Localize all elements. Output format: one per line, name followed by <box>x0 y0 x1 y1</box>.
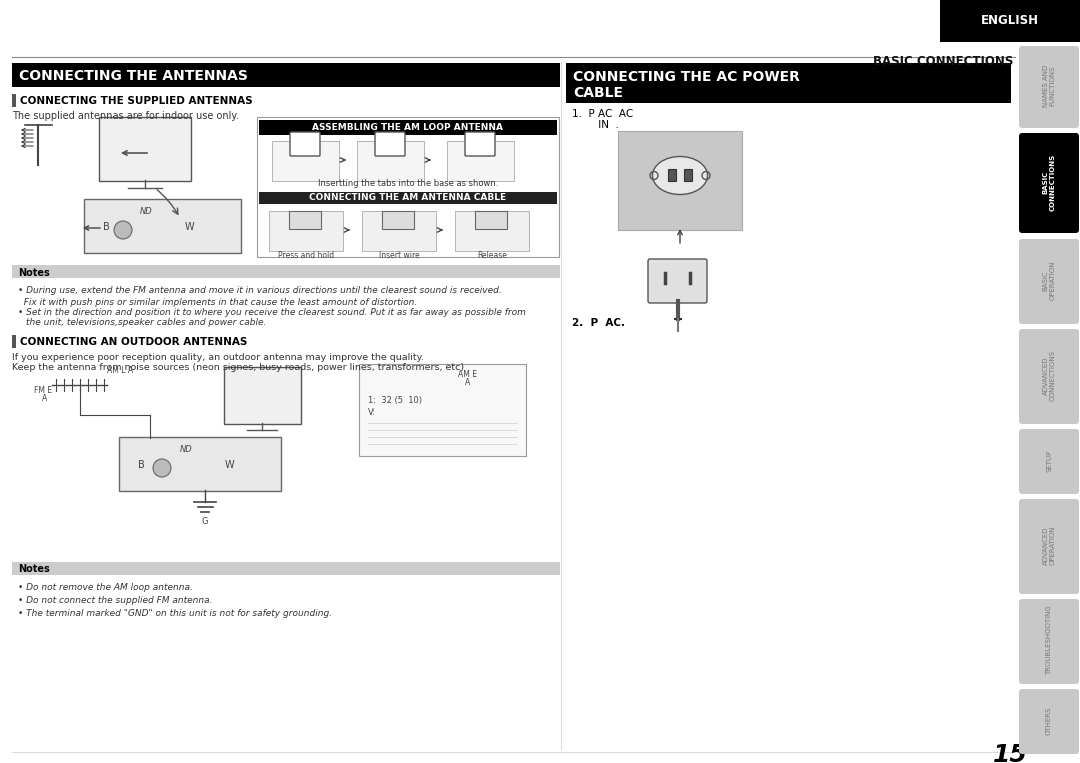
Text: W: W <box>225 460 234 470</box>
Text: 15: 15 <box>993 743 1027 763</box>
Text: CONNECTING THE AM ANTENNA CABLE: CONNECTING THE AM ANTENNA CABLE <box>310 194 507 202</box>
Text: B: B <box>138 460 145 470</box>
Text: CONNECTING AN OUTDOOR ANTENNAS: CONNECTING AN OUTDOOR ANTENNAS <box>21 337 247 347</box>
Text: CONNECTING THE SUPPLIED ANTENNAS: CONNECTING THE SUPPLIED ANTENNAS <box>21 96 253 106</box>
FancyBboxPatch shape <box>475 211 507 229</box>
Text: • During use, extend the FM antenna and move it in various directions until the : • During use, extend the FM antenna and … <box>18 286 502 295</box>
Text: Release: Release <box>477 252 507 260</box>
Bar <box>940 0 1080 42</box>
Text: ENGLISH: ENGLISH <box>981 14 1039 27</box>
Text: Press and hold: Press and hold <box>278 252 334 260</box>
FancyBboxPatch shape <box>618 131 742 230</box>
Text: ADVANCED
CONNECTIONS: ADVANCED CONNECTIONS <box>1042 350 1055 401</box>
FancyBboxPatch shape <box>375 132 405 156</box>
Text: the unit, televisions,speaker cables and power cable.: the unit, televisions,speaker cables and… <box>26 318 267 327</box>
Text: • Do not connect the supplied FM antenna.: • Do not connect the supplied FM antenna… <box>18 596 213 605</box>
Text: 2.  P  AC.: 2. P AC. <box>572 318 625 328</box>
Text: A: A <box>464 378 470 387</box>
Ellipse shape <box>652 156 707 195</box>
Text: Insert wire: Insert wire <box>379 252 419 260</box>
FancyBboxPatch shape <box>362 211 436 251</box>
Text: W: W <box>185 222 194 232</box>
Text: CONNECTING THE AC POWER
CABLE: CONNECTING THE AC POWER CABLE <box>573 70 800 100</box>
Text: BASIC
CONNECTIONS: BASIC CONNECTIONS <box>1042 153 1055 211</box>
FancyBboxPatch shape <box>359 364 526 456</box>
Bar <box>566 63 1011 103</box>
FancyBboxPatch shape <box>224 367 301 424</box>
FancyBboxPatch shape <box>1020 329 1079 424</box>
Text: BASIC
OPERATION: BASIC OPERATION <box>1042 261 1055 301</box>
Text: The supplied antennas are for indoor use only.: The supplied antennas are for indoor use… <box>12 111 239 121</box>
FancyBboxPatch shape <box>272 141 339 181</box>
Text: Notes: Notes <box>18 268 50 278</box>
Bar <box>12 63 561 87</box>
FancyBboxPatch shape <box>257 117 559 257</box>
Text: • Set in the direction and position it to where you receive the clearest sound. : • Set in the direction and position it t… <box>18 308 526 317</box>
Text: TROUBLESHOOTING: TROUBLESHOOTING <box>1047 606 1052 675</box>
FancyBboxPatch shape <box>289 211 321 229</box>
FancyBboxPatch shape <box>357 141 424 181</box>
Bar <box>684 169 692 181</box>
Text: OTHERS: OTHERS <box>1047 707 1052 735</box>
Text: A: A <box>42 394 48 403</box>
FancyBboxPatch shape <box>648 259 707 303</box>
FancyBboxPatch shape <box>1020 689 1079 754</box>
Bar <box>669 169 676 181</box>
FancyBboxPatch shape <box>1020 499 1079 594</box>
Bar <box>259 120 557 135</box>
Bar <box>12 94 16 107</box>
FancyBboxPatch shape <box>119 437 281 491</box>
FancyBboxPatch shape <box>1020 46 1079 128</box>
Text: If you experience poor reception quality, an outdoor antenna may improve the qua: If you experience poor reception quality… <box>12 353 423 362</box>
FancyBboxPatch shape <box>1020 429 1079 494</box>
Text: ND: ND <box>180 445 192 454</box>
FancyBboxPatch shape <box>465 132 495 156</box>
Text: 1.  P AC  AC: 1. P AC AC <box>572 109 633 119</box>
Text: 1:  32 (5  10): 1: 32 (5 10) <box>368 396 422 405</box>
Text: NAMES AND
FUNCTIONS: NAMES AND FUNCTIONS <box>1042 65 1055 107</box>
Text: V:: V: <box>368 408 376 417</box>
Bar <box>12 335 16 348</box>
Text: Notes: Notes <box>18 565 50 575</box>
FancyBboxPatch shape <box>1020 239 1079 324</box>
Bar <box>259 192 557 204</box>
Text: ADVANCED
OPERATION: ADVANCED OPERATION <box>1042 526 1055 565</box>
Text: IN  .: IN . <box>582 120 619 130</box>
Text: FM E: FM E <box>33 386 52 395</box>
Text: AM E: AM E <box>458 370 477 379</box>
FancyBboxPatch shape <box>382 211 414 229</box>
Text: Insertting the tabs into the base as shown.: Insertting the tabs into the base as sho… <box>318 179 498 188</box>
Text: CONNECTING THE ANTENNAS: CONNECTING THE ANTENNAS <box>19 69 248 83</box>
Text: AM L A: AM L A <box>107 366 133 375</box>
Text: SETUP: SETUP <box>1047 449 1052 472</box>
Bar <box>12 265 561 278</box>
FancyBboxPatch shape <box>455 211 529 251</box>
Text: BASIC CONNECTIONS: BASIC CONNECTIONS <box>873 55 1013 68</box>
FancyBboxPatch shape <box>269 211 343 251</box>
Circle shape <box>153 459 171 477</box>
Text: G: G <box>202 517 208 526</box>
Circle shape <box>114 221 132 239</box>
FancyBboxPatch shape <box>1020 133 1079 233</box>
Text: • The terminal marked "GND" on this unit is not for safety grounding.: • The terminal marked "GND" on this unit… <box>18 609 333 618</box>
Bar <box>12 562 561 575</box>
FancyBboxPatch shape <box>291 132 320 156</box>
Text: • Do not remove the AM loop antenna.: • Do not remove the AM loop antenna. <box>18 583 193 592</box>
Text: B: B <box>103 222 110 232</box>
FancyBboxPatch shape <box>99 117 191 181</box>
Text: ASSEMBLING THE AM LOOP ANTENNA: ASSEMBLING THE AM LOOP ANTENNA <box>312 123 503 131</box>
FancyBboxPatch shape <box>447 141 514 181</box>
FancyBboxPatch shape <box>1020 599 1079 684</box>
Text: ND: ND <box>140 207 152 216</box>
FancyBboxPatch shape <box>84 199 241 253</box>
Text: Fix it with push pins or similar implements in that cause the least amount of di: Fix it with push pins or similar impleme… <box>18 298 417 307</box>
Text: Keep the antenna from noise sources (neon signes, busy roads, power lines, trans: Keep the antenna from noise sources (neo… <box>12 363 464 372</box>
